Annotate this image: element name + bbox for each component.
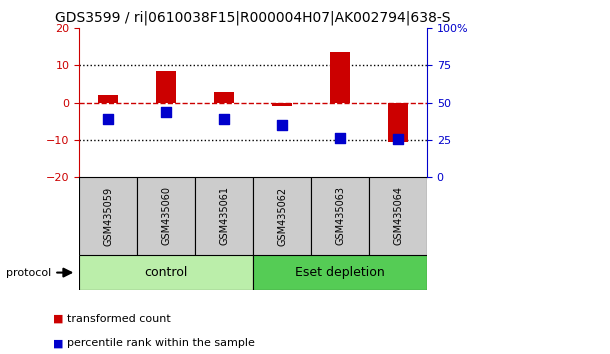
Bar (311, 177, 369, 255)
Text: GSM435061: GSM435061 (219, 187, 229, 245)
Bar (388, 103, 408, 142)
Bar (195, 177, 253, 255)
Bar (253, 255, 427, 290)
Point (336, 135, 345, 141)
Point (393, 136, 403, 142)
Bar (79, 177, 137, 255)
Text: ■: ■ (52, 338, 63, 348)
Point (220, 116, 229, 122)
Bar (98, 95, 118, 103)
Bar (272, 103, 292, 106)
Bar (137, 177, 195, 255)
Text: ■: ■ (52, 314, 63, 324)
Text: percentile rank within the sample: percentile rank within the sample (67, 338, 255, 348)
Text: GDS3599 / ri|0610038F15|R000004H07|AK002794|638-S: GDS3599 / ri|0610038F15|R000004H07|AK002… (56, 11, 451, 25)
Text: GSM435064: GSM435064 (393, 187, 403, 245)
Text: GSM435062: GSM435062 (277, 186, 287, 246)
Text: GSM435059: GSM435059 (103, 186, 113, 246)
Text: Eset depletion: Eset depletion (295, 266, 385, 279)
Bar (156, 71, 176, 103)
Point (277, 122, 287, 128)
Text: GSM435060: GSM435060 (161, 187, 171, 245)
Bar (330, 52, 350, 103)
Text: control: control (145, 266, 188, 279)
Point (161, 109, 171, 115)
Text: GSM435063: GSM435063 (335, 187, 345, 245)
Bar (79, 255, 253, 290)
Text: transformed count: transformed count (67, 314, 171, 324)
Bar (214, 92, 234, 103)
Point (103, 116, 113, 122)
Text: protocol: protocol (6, 268, 51, 278)
Bar (369, 177, 427, 255)
Bar (253, 177, 311, 255)
